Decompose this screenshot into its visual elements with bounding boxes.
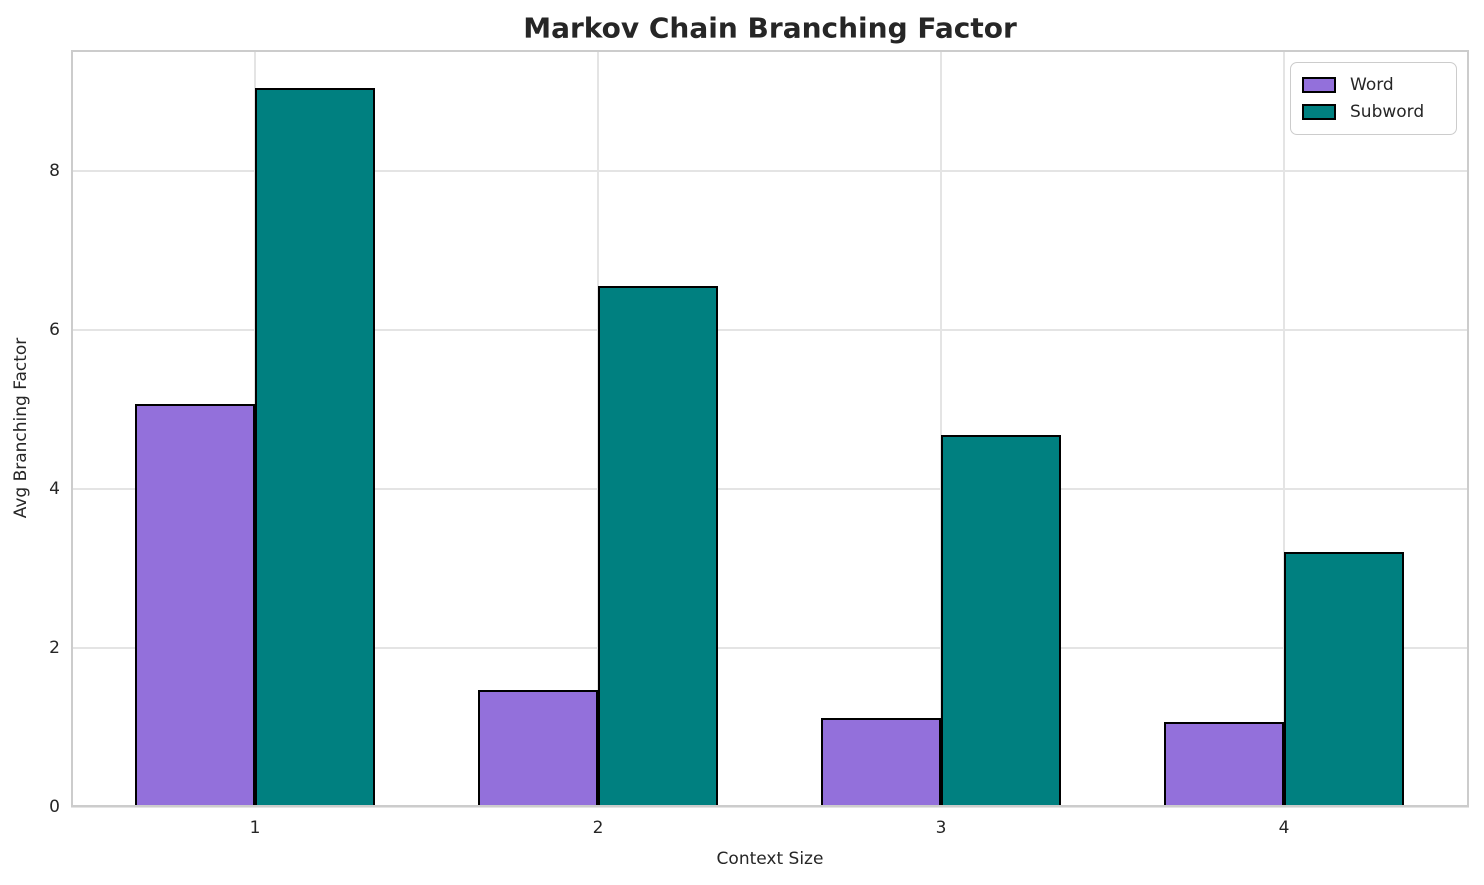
gridline-y-8 bbox=[71, 169, 1469, 172]
gridline-y-6 bbox=[71, 328, 1469, 331]
y-tick-label-0: 0 bbox=[49, 797, 60, 817]
x-tick-label-2: 2 bbox=[592, 818, 604, 838]
legend-swatch-subword bbox=[1302, 104, 1336, 121]
gridline-x-3 bbox=[940, 50, 942, 807]
chart-title: Markov Chain Branching Factor bbox=[523, 11, 1017, 45]
legend-swatch-word bbox=[1302, 76, 1336, 93]
legend-item-word: Word bbox=[1302, 75, 1444, 95]
y-axis-label: Avg Branching Factor bbox=[11, 337, 31, 519]
y-tick-label-4: 4 bbox=[49, 478, 60, 499]
bar-word-3 bbox=[821, 717, 941, 807]
x-tick-label-1: 1 bbox=[249, 818, 261, 838]
legend: Word Subword bbox=[1290, 62, 1457, 135]
bar-subword-1 bbox=[255, 88, 375, 807]
plot-area bbox=[71, 50, 1469, 808]
x-tick-label-3: 3 bbox=[935, 818, 947, 838]
y-tick-label-6: 6 bbox=[49, 319, 60, 340]
bar-subword-4 bbox=[1284, 551, 1404, 807]
bar-subword-3 bbox=[941, 434, 1061, 807]
gridline-y-0 bbox=[71, 806, 1469, 808]
x-axis-label: Context Size bbox=[716, 849, 824, 869]
gridline-y-2 bbox=[71, 646, 1469, 649]
bar-subword-2 bbox=[598, 286, 718, 807]
bar-word-2 bbox=[478, 690, 598, 807]
bar-word-4 bbox=[1164, 721, 1284, 807]
gridline-x-4 bbox=[1283, 50, 1285, 807]
y-tick-label-8: 8 bbox=[49, 160, 60, 181]
legend-label-subword: Subword bbox=[1350, 102, 1425, 123]
legend-label-word: Word bbox=[1350, 74, 1394, 95]
bar-word-1 bbox=[135, 403, 255, 807]
legend-item-subword: Subword bbox=[1302, 102, 1444, 122]
x-tick-label-4: 4 bbox=[1278, 818, 1290, 838]
y-tick-label-2: 2 bbox=[49, 637, 60, 658]
gridline-y-4 bbox=[71, 487, 1469, 490]
